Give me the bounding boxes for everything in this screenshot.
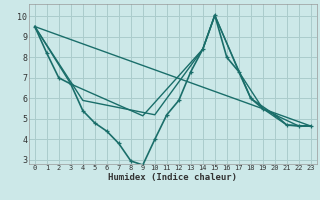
X-axis label: Humidex (Indice chaleur): Humidex (Indice chaleur) bbox=[108, 173, 237, 182]
